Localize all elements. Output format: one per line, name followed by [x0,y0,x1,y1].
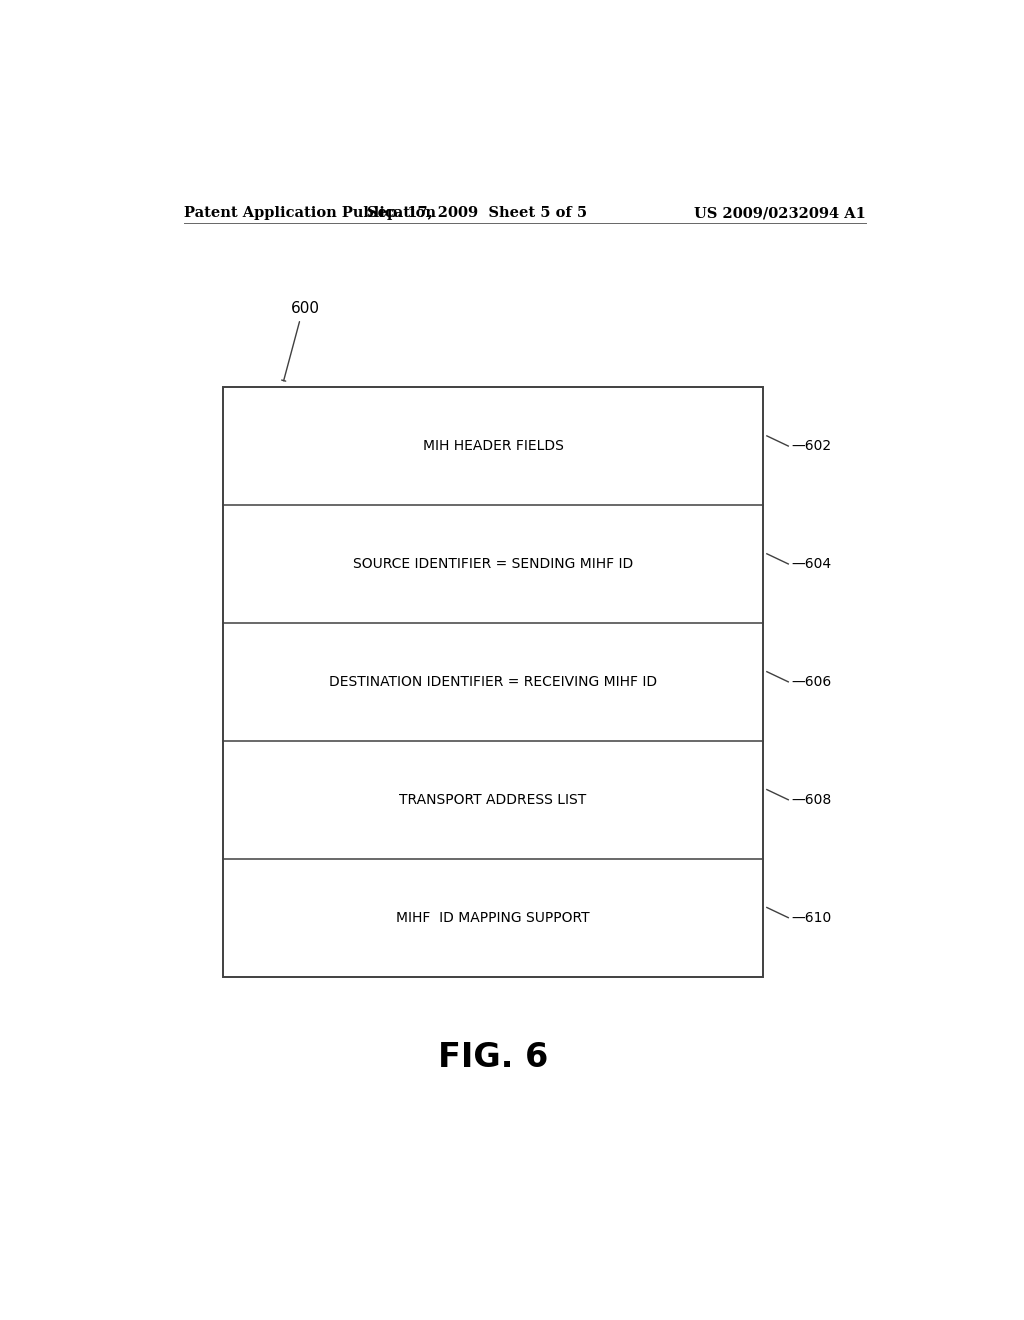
Text: —606: —606 [792,675,831,689]
Text: 600: 600 [291,301,319,315]
Text: —608: —608 [792,793,831,807]
Text: SOURCE IDENTIFIER = SENDING MIHF ID: SOURCE IDENTIFIER = SENDING MIHF ID [353,557,633,572]
Text: MIH HEADER FIELDS: MIH HEADER FIELDS [423,440,563,453]
Bar [223,387,763,977]
Text: —610: —610 [792,911,831,924]
Text: FIG. 6: FIG. 6 [438,1041,548,1074]
Text: —604: —604 [792,557,831,572]
Text: MIHF  ID MAPPING SUPPORT: MIHF ID MAPPING SUPPORT [396,911,590,924]
Text: Patent Application Publication: Patent Application Publication [183,206,435,220]
Text: —602: —602 [792,440,831,453]
Text: TRANSPORT ADDRESS LIST: TRANSPORT ADDRESS LIST [399,793,587,807]
Text: US 2009/0232094 A1: US 2009/0232094 A1 [694,206,866,220]
Text: DESTINATION IDENTIFIER = RECEIVING MIHF ID: DESTINATION IDENTIFIER = RECEIVING MIHF … [329,675,657,689]
Text: Sep. 17, 2009  Sheet 5 of 5: Sep. 17, 2009 Sheet 5 of 5 [368,206,587,220]
